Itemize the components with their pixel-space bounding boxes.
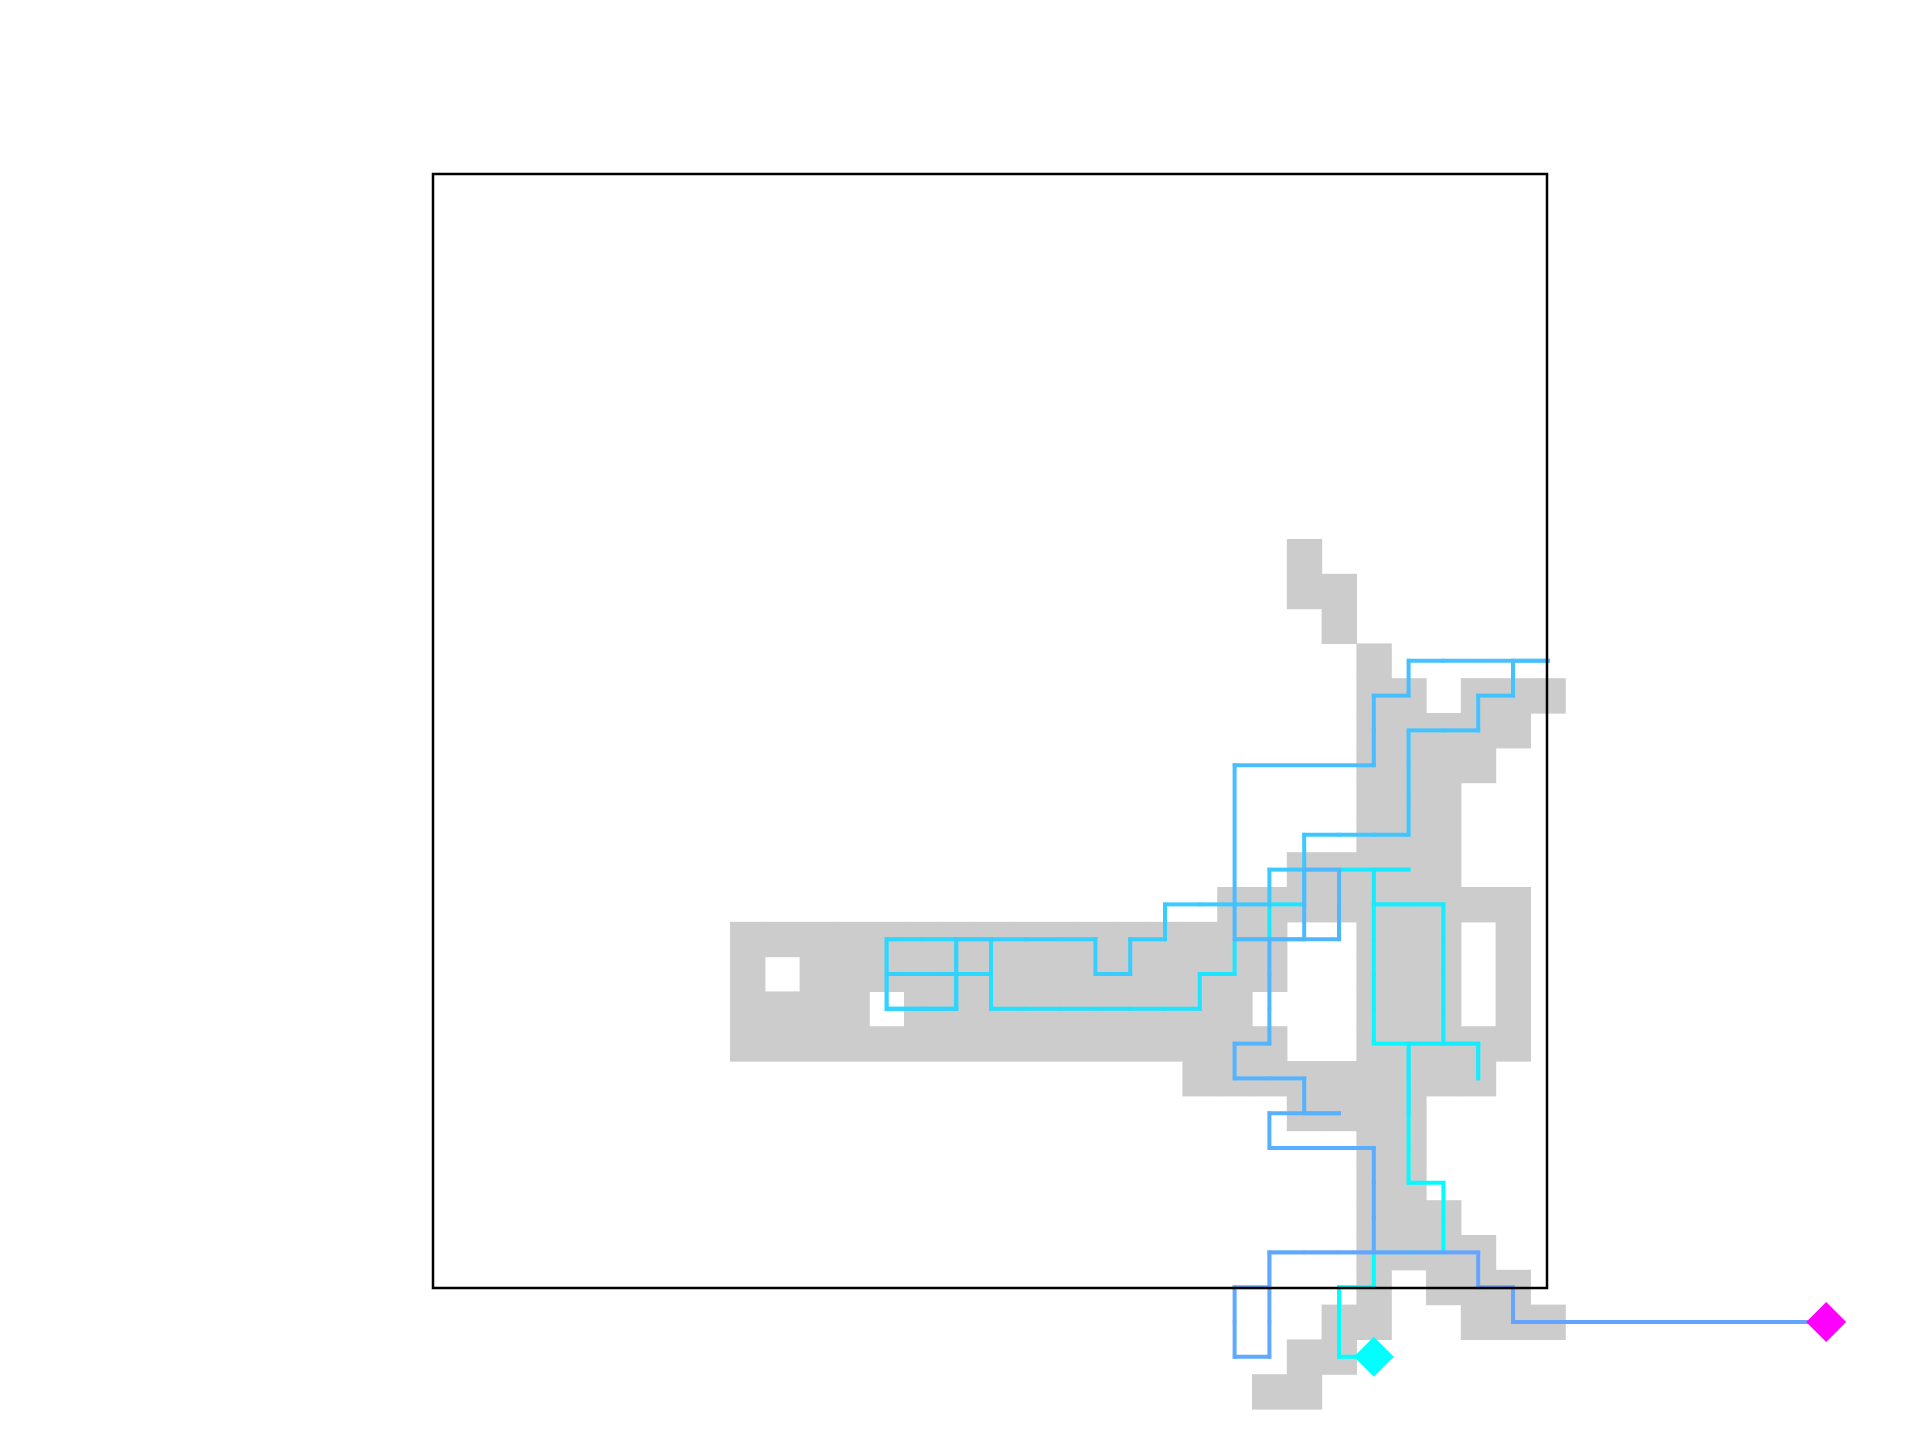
visited-cell xyxy=(1008,956,1044,992)
visited-cell xyxy=(1147,1026,1183,1062)
start-marker-icon xyxy=(1353,1336,1394,1377)
visited-cell xyxy=(1495,921,1531,958)
visited-cell xyxy=(1252,1374,1288,1410)
visited-cell xyxy=(834,1026,870,1062)
visited-cell xyxy=(764,921,801,958)
visited-cell xyxy=(1495,1026,1531,1062)
visited-cell xyxy=(799,921,835,958)
visited-cell xyxy=(1391,991,1427,1027)
visited-cell xyxy=(1495,991,1531,1027)
visited-cell xyxy=(1147,956,1183,992)
visited-cell xyxy=(1356,1304,1392,1340)
visited-cell xyxy=(764,991,801,1027)
visited-cell xyxy=(1460,1304,1497,1340)
visited-cell xyxy=(1043,1026,1079,1062)
visited-cell xyxy=(1426,852,1462,888)
visited-cell xyxy=(1182,921,1218,958)
visited-cell xyxy=(1356,1061,1392,1097)
visited-cell xyxy=(1391,1200,1427,1236)
visited-cell xyxy=(730,956,766,992)
visited-cell xyxy=(1043,956,1079,992)
visited-cell xyxy=(1321,573,1357,610)
visited-cell xyxy=(1426,1061,1462,1097)
visited-cell xyxy=(1182,1026,1218,1062)
solution-path-layer xyxy=(884,658,1829,1359)
visited-cell xyxy=(938,1026,975,1062)
visited-cell xyxy=(730,921,766,958)
visited-cell xyxy=(869,1026,905,1062)
visited-cell xyxy=(1426,817,1462,853)
visited-cell xyxy=(1112,1026,1149,1062)
visited-cell xyxy=(834,991,870,1027)
visited-cell xyxy=(1426,782,1462,818)
visited-cell xyxy=(1495,956,1531,992)
visited-cell xyxy=(799,956,835,992)
visited-cell xyxy=(730,1026,766,1062)
visited-cell xyxy=(799,991,835,1027)
visited-cell xyxy=(1356,782,1392,818)
visited-cell xyxy=(1356,643,1392,679)
visited-cell xyxy=(1426,747,1462,784)
board-frame xyxy=(431,172,1549,1290)
markers-layer xyxy=(1353,1302,1847,1377)
visited-cell xyxy=(1286,573,1323,610)
visited-cell xyxy=(799,1026,835,1062)
visited-cell xyxy=(834,921,870,958)
visited-cell xyxy=(1008,1026,1044,1062)
visited-cell xyxy=(1286,1339,1323,1375)
visited-cell xyxy=(730,991,766,1027)
visited-cell xyxy=(1356,1095,1392,1132)
visited-cell xyxy=(973,1026,1009,1062)
visited-cell xyxy=(1321,1061,1357,1097)
visited-cell xyxy=(834,956,870,992)
goal-marker-icon xyxy=(1806,1302,1847,1342)
visited-cell xyxy=(1286,1374,1323,1410)
visited-cell xyxy=(1391,921,1427,958)
visited-cell xyxy=(1182,1061,1218,1097)
visited-cell xyxy=(1460,747,1497,784)
visited-cell xyxy=(1495,887,1531,923)
visited-cell xyxy=(1495,713,1531,749)
visited-cell xyxy=(1460,887,1497,923)
visited-cell xyxy=(1217,991,1253,1027)
visited-cell xyxy=(1078,1026,1114,1062)
visited-cell xyxy=(1321,608,1357,644)
visited-cell xyxy=(1286,539,1323,575)
visited-cell xyxy=(764,1026,801,1062)
visited-cell xyxy=(904,1026,940,1062)
visited-cell xyxy=(1391,956,1427,992)
